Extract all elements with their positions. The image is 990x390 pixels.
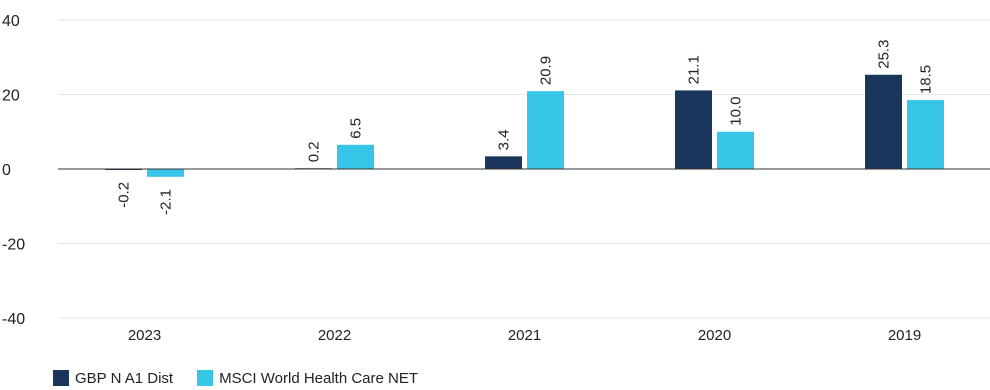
data-label: 0.2 <box>306 141 323 162</box>
x-category-label: 2020 <box>698 327 731 344</box>
y-tick-label: 0 <box>2 162 11 179</box>
bar <box>337 144 374 169</box>
bar <box>527 91 564 169</box>
data-label: -2.1 <box>158 189 175 215</box>
data-label: 6.5 <box>348 118 365 139</box>
bar <box>147 169 184 177</box>
legend-swatch-series-2 <box>197 370 214 386</box>
y-tick-label: 20 <box>2 88 20 105</box>
bar <box>485 156 522 169</box>
x-category-label: 2023 <box>128 327 161 344</box>
x-category-label: 2019 <box>888 327 921 344</box>
y-axis-ticks: 40 20 0 -20 -40 <box>2 13 25 328</box>
data-label: 18.5 <box>918 65 935 94</box>
legend-label-series-1: GBP N A1 Dist <box>75 369 174 387</box>
x-category-label: 2021 <box>508 327 541 344</box>
data-label: 10.0 <box>728 97 745 126</box>
legend-item-series-2: MSCI World Health Care NET <box>197 370 418 387</box>
bar-chart: 40 20 0 -20 -40 -0.2 -2.1 0.2 6.5 3.4 20.9 21.1 10.… <box>2 13 990 344</box>
y-tick-label: -40 <box>2 311 25 328</box>
bar <box>907 100 944 169</box>
data-label: 20.9 <box>538 56 555 85</box>
data-label: 25.3 <box>876 40 893 69</box>
legend: GBP N A1 Dist MSCI World Health Care NET <box>53 368 418 388</box>
data-labels: -0.2 -2.1 0.2 6.5 3.4 20.9 21.1 10.0 25.3 18.5 <box>116 40 935 215</box>
x-axis-categories: 2023 2022 2021 2020 2019 <box>128 327 921 344</box>
legend-item-series-1: GBP N A1 Dist <box>53 370 173 387</box>
bar <box>717 131 754 169</box>
bars <box>105 74 944 177</box>
gridlines <box>58 19 990 319</box>
bar <box>675 90 712 169</box>
y-tick-label: -20 <box>2 237 25 254</box>
data-label: 3.4 <box>496 129 513 150</box>
x-category-label: 2022 <box>318 327 351 344</box>
bar <box>865 74 902 169</box>
data-label: 21.1 <box>686 55 703 84</box>
data-label: -0.2 <box>116 182 133 208</box>
legend-label-series-2: MSCI World Health Care NET <box>219 369 419 387</box>
y-tick-label: 40 <box>2 13 20 30</box>
legend-swatch-series-1 <box>53 370 69 386</box>
